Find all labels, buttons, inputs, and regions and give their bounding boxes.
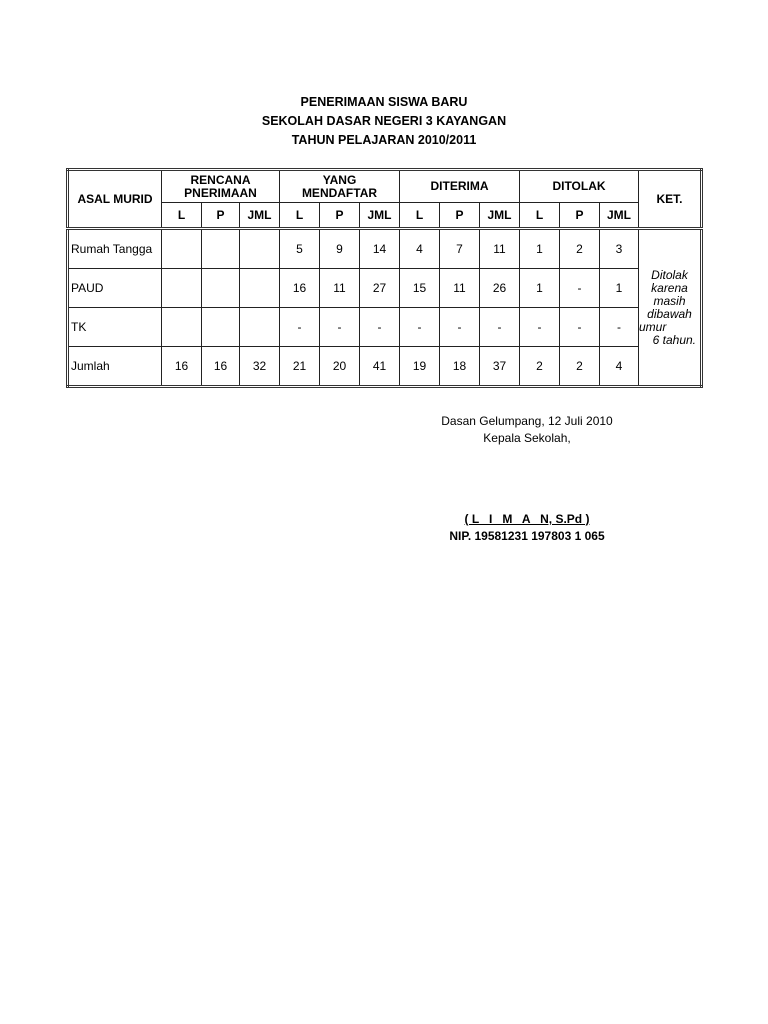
table-cell: - [599,307,639,347]
header-ket: KET. [638,169,702,230]
table-cell [201,307,240,347]
table-cell: 19 [399,346,440,387]
table-cell: 18 [439,346,480,387]
header-group-rencana: RENCANA PNERIMAAN [161,169,280,203]
table-cell: 16 [279,268,320,308]
subheader-l: L [161,202,202,230]
table-cell: - [399,307,440,347]
subheader-jml: JML [359,202,400,230]
header-asal-murid: ASAL MURID [67,169,162,230]
subheader-jml: JML [599,202,639,230]
subheader-p: P [319,202,360,230]
table-cell: - [279,307,320,347]
row-label: TK [67,307,162,347]
table-cell [239,307,280,347]
subheader-p: P [201,202,240,230]
table-cell [239,268,280,308]
row-label: PAUD [67,268,162,308]
table-cell: 21 [279,346,320,387]
subheader-p: P [559,202,600,230]
table-cell: 9 [319,228,360,269]
table-cell: - [559,268,600,308]
table-cell: 4 [399,228,440,269]
table-cell: - [559,307,600,347]
table-cell: 37 [479,346,520,387]
table-cell: 27 [359,268,400,308]
title-line-3: TAHUN PELAJARAN 2010/2011 [291,133,477,147]
table-cell [239,228,280,269]
subheader-l: L [519,202,560,230]
table-cell: 14 [359,228,400,269]
table-cell: - [319,307,360,347]
table-cell [201,268,240,308]
subheader-l: L [279,202,320,230]
table-cell: - [479,307,520,347]
table-cell: 11 [479,228,520,269]
table-cell: 4 [599,346,639,387]
row-label: Rumah Tangga [67,228,162,269]
table-cell: 2 [519,346,560,387]
table-cell: - [519,307,560,347]
table-row: Jumlah 16 16 32 21 20 41 19 18 37 2 2 4 [67,346,702,387]
table-cell: 32 [239,346,280,387]
place-date: Dasan Gelumpang, 12 Juli 2010 [441,414,613,428]
table-cell: 7 [439,228,480,269]
table-cell [161,268,202,308]
table-cell: 1 [599,268,639,308]
table-cell: - [439,307,480,347]
table-cell: 20 [319,346,360,387]
table-row: TK - - - - - - - - - [67,307,702,347]
table-cell: 11 [439,268,480,308]
table-cell: 26 [479,268,520,308]
table-cell [201,228,240,269]
table-cell [161,228,202,269]
table-cell: 5 [279,228,320,269]
subheader-l: L [399,202,440,230]
header-group-diterima: DITERIMA [399,169,520,203]
table-row: PAUD 16 11 27 15 11 26 1-1 [67,268,702,308]
table-row: Rumah Tangga 5 9 14 4 7 11 1 2 3 Ditolak karena masi… [67,228,702,387]
signer-name: ( L I M A N, S.Pd ) [464,512,590,526]
admission-table: ASAL MURID RENCANA PNERIMAAN YANG MENDAFTA… [66,168,703,388]
ket-line: masih [653,293,686,308]
table-cell: 1 [519,228,560,269]
ket-line: karena [651,280,688,295]
table-cell: 16 [201,346,240,387]
table-cell [161,307,202,347]
table-cell: 16 [161,346,202,387]
ket-note: Ditolak karena masih dibawah umur 6 tahun. [638,228,702,387]
signer-position: Kepala Sekolah, [483,431,571,445]
signer-nip: NIP. 19581231 197803 1 065 [449,529,605,543]
title-line-1: PENERIMAAN SISWA BARU [300,95,468,109]
ket-line: umur [639,319,667,334]
table-cell: 15 [399,268,440,308]
table-cell: 2 [559,346,600,387]
table-cell: - [359,307,400,347]
ket-line: Ditolak [651,267,688,282]
table-cell: 11 [319,268,360,308]
row-label: Jumlah [67,346,162,387]
header-group-ditolak: DITOLAK [519,169,639,203]
table-cell: 3 [599,228,639,269]
table-cell: 2 [559,228,600,269]
subheader-jml: JML [479,202,520,230]
subheader-jml: JML [239,202,280,230]
title-line-2: SEKOLAH DASAR NEGERI 3 KAYANGAN [261,114,507,128]
ket-line: dibawah [647,306,692,321]
table-cell: 41 [359,346,400,387]
ket-line: 6 tahun. [652,332,696,347]
header-group-mendaftar: YANG MENDAFTAR [279,169,400,203]
table-cell: 1 [519,268,560,308]
subheader-p: P [439,202,480,230]
